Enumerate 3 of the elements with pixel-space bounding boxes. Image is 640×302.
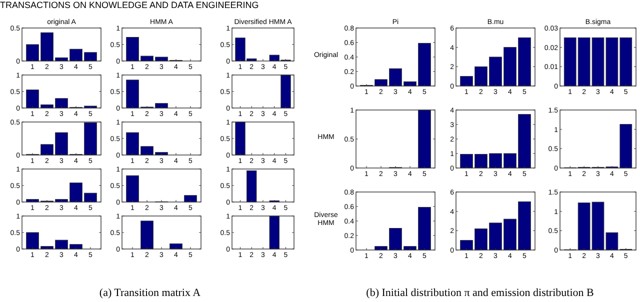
text: TRANSACTIONS ON KNOWLEDGE AND DATA ENGINEERING [0,0,259,10]
text: (b) Initial distribution π and emission distribution B [366,287,594,299]
text: (a) Transition matrix A [99,287,201,299]
